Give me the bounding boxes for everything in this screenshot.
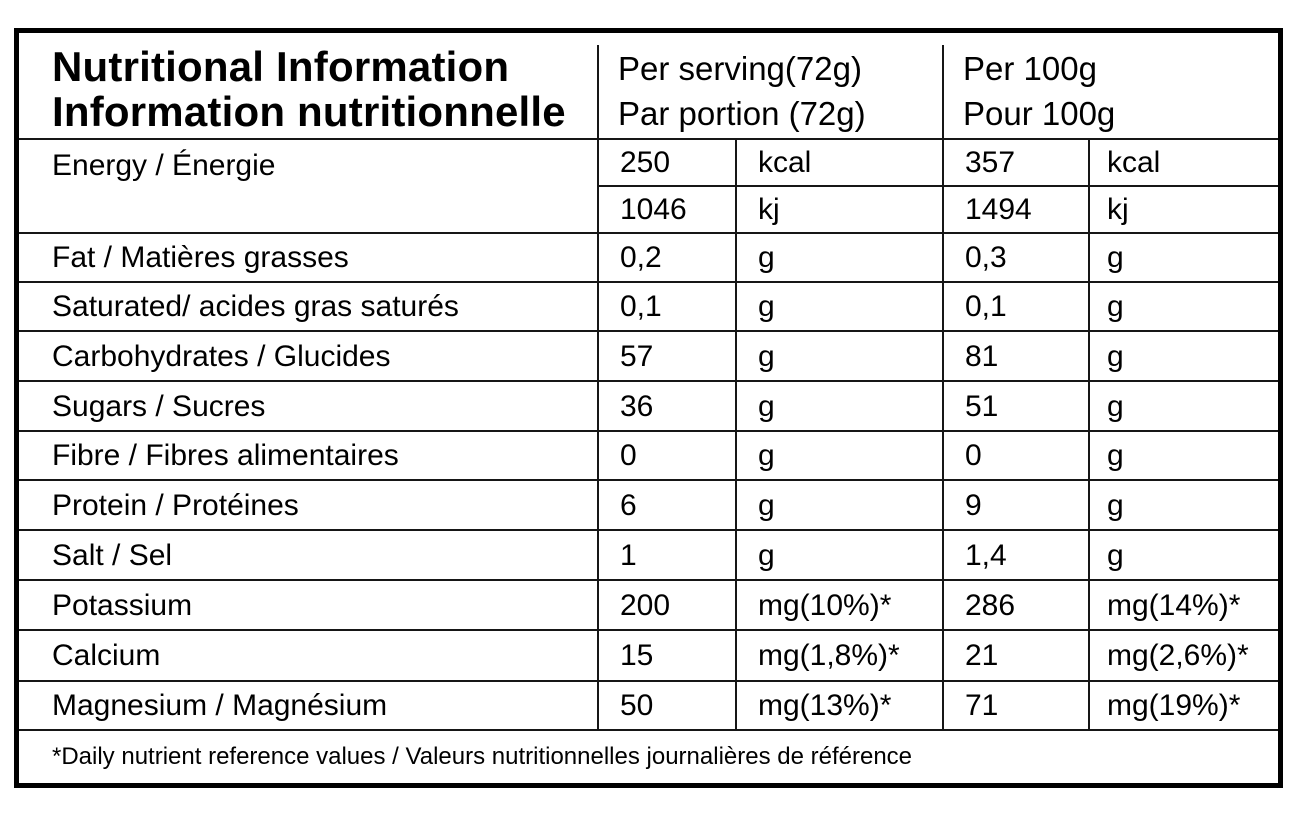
fat-per100-unit: g	[1088, 232, 1278, 281]
row-label-protein: Protein / Protéines	[19, 479, 597, 529]
table-title-line1: Nutritional Information	[52, 43, 510, 90]
calcium-per100-value: 21	[942, 629, 1088, 680]
saturated-serving-unit: g	[735, 281, 942, 330]
row-label-calcium: Calcium	[19, 629, 597, 680]
salt-per100-value: 1,4	[942, 529, 1088, 579]
magnesium-per100-unit: mg(19%)*	[1088, 680, 1278, 729]
row-label-fibre: Fibre / Fibres alimentaires	[19, 430, 597, 479]
column-header-per-serving-fr: Par portion (72g)	[618, 95, 866, 132]
column-header-per-100g: Per 100g Pour 100g	[942, 33, 1278, 138]
magnesium-per100-value: 71	[942, 680, 1088, 729]
row-label-energy: Energy / Énergie	[19, 138, 597, 232]
salt-serving-value: 1	[597, 529, 735, 579]
column-header-per-100g-en: Per 100g	[963, 50, 1097, 87]
calcium-serving-unit: mg(1,8%)*	[735, 629, 942, 680]
table-title: Nutritional Information Information nutr…	[19, 33, 597, 138]
energy-kcal-serving-value: 250	[597, 138, 735, 185]
energy-kcal-per100-unit: kcal	[1088, 138, 1278, 185]
protein-per100-value: 9	[942, 479, 1088, 529]
carbohydrates-per100-value: 81	[942, 330, 1088, 380]
column-header-per-serving: Per serving(72g) Par portion (72g)	[597, 33, 942, 138]
salt-serving-unit: g	[735, 529, 942, 579]
column-header-per-100g-fr: Pour 100g	[963, 95, 1116, 132]
saturated-per100-unit: g	[1088, 281, 1278, 330]
row-label-salt: Salt / Sel	[19, 529, 597, 579]
fat-per100-value: 0,3	[942, 232, 1088, 281]
energy-kj-per100-unit: kj	[1088, 185, 1278, 232]
protein-serving-unit: g	[735, 479, 942, 529]
protein-per100-unit: g	[1088, 479, 1278, 529]
footnote: *Daily nutrient reference values / Valeu…	[19, 729, 1278, 783]
calcium-serving-value: 15	[597, 629, 735, 680]
energy-kj-per100-value: 1494	[942, 185, 1088, 232]
row-label-carbohydrates: Carbohydrates / Glucides	[19, 330, 597, 380]
fibre-per100-unit: g	[1088, 430, 1278, 479]
energy-kj-serving-unit: kj	[735, 185, 942, 232]
row-label-sugars: Sugars / Sucres	[19, 380, 597, 430]
row-label-saturated: Saturated/ acides gras saturés	[19, 281, 597, 330]
energy-kcal-per100-value: 357	[942, 138, 1088, 185]
saturated-serving-value: 0,1	[597, 281, 735, 330]
energy-kj-serving-value: 1046	[597, 185, 735, 232]
energy-kcal-serving-unit: kcal	[735, 138, 942, 185]
magnesium-serving-unit: mg(13%)*	[735, 680, 942, 729]
potassium-serving-value: 200	[597, 579, 735, 629]
row-label-magnesium: Magnesium / Magnésium	[19, 680, 597, 729]
fat-serving-value: 0,2	[597, 232, 735, 281]
salt-per100-unit: g	[1088, 529, 1278, 579]
saturated-per100-value: 0,1	[942, 281, 1088, 330]
potassium-per100-unit: mg(14%)*	[1088, 579, 1278, 629]
row-label-fat: Fat / Matières grasses	[19, 232, 597, 281]
fibre-serving-unit: g	[735, 430, 942, 479]
table-title-line2: Information nutritionnelle	[52, 88, 566, 135]
column-header-per-serving-en: Per serving(72g)	[618, 50, 862, 87]
sugars-per100-unit: g	[1088, 380, 1278, 430]
carbohydrates-serving-unit: g	[735, 330, 942, 380]
fibre-serving-value: 0	[597, 430, 735, 479]
nutrition-facts-table: Nutritional Information Information nutr…	[14, 28, 1283, 788]
potassium-serving-unit: mg(10%)*	[735, 579, 942, 629]
magnesium-serving-value: 50	[597, 680, 735, 729]
calcium-per100-unit: mg(2,6%)*	[1088, 629, 1278, 680]
row-label-potassium: Potassium	[19, 579, 597, 629]
carbohydrates-serving-value: 57	[597, 330, 735, 380]
fibre-per100-value: 0	[942, 430, 1088, 479]
sugars-serving-unit: g	[735, 380, 942, 430]
sugars-serving-value: 36	[597, 380, 735, 430]
protein-serving-value: 6	[597, 479, 735, 529]
fat-serving-unit: g	[735, 232, 942, 281]
potassium-per100-value: 286	[942, 579, 1088, 629]
carbohydrates-per100-unit: g	[1088, 330, 1278, 380]
sugars-per100-value: 51	[942, 380, 1088, 430]
